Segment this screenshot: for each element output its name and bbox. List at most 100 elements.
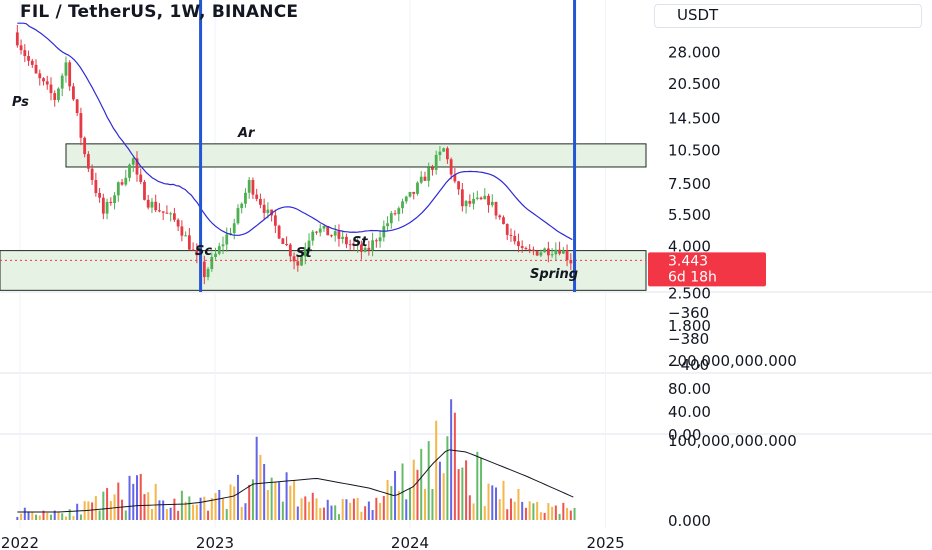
volume-bar <box>495 487 498 520</box>
volume-bar <box>158 500 161 520</box>
candle-body <box>210 256 214 269</box>
candle-body <box>75 99 79 114</box>
candle-body <box>169 213 173 215</box>
volume-bar <box>64 516 67 520</box>
candle-body <box>333 231 337 236</box>
candle-body <box>214 253 217 257</box>
candle-body <box>404 196 408 202</box>
volume-bar <box>177 510 180 520</box>
candle-body <box>453 174 457 182</box>
volume-bar <box>337 514 340 520</box>
candle-body <box>150 201 154 208</box>
candle-body <box>53 93 57 100</box>
candle-body <box>565 250 569 261</box>
volume-bar <box>38 515 41 520</box>
candle-body <box>487 195 490 206</box>
volume-bar <box>304 496 307 520</box>
candle-body <box>401 201 404 209</box>
volume-bar <box>57 511 60 520</box>
candle-body <box>101 197 105 214</box>
candle-body <box>490 201 494 206</box>
volume-bar <box>98 510 101 520</box>
volume-bar <box>308 501 311 520</box>
time-axis-label: 2025 <box>586 534 624 550</box>
candle-body <box>266 209 270 213</box>
candle-body <box>307 240 311 250</box>
oscillator-axis-label: −380 <box>668 330 709 348</box>
volume-bar <box>281 501 284 520</box>
candle-body <box>195 250 199 256</box>
candle-body <box>146 199 150 208</box>
annotation-label: Sc <box>195 244 212 259</box>
candle-body <box>116 182 120 196</box>
volume-bar <box>326 499 329 520</box>
volume-bar <box>94 496 97 520</box>
volume-bar <box>113 494 116 520</box>
price-axis-label: 10.500 <box>668 141 721 159</box>
candle-body <box>311 231 315 241</box>
volume-bar <box>431 489 434 520</box>
volume-bar <box>349 502 352 520</box>
volume-bar <box>23 507 26 520</box>
volume-bar <box>136 475 138 520</box>
candle-body <box>535 251 539 256</box>
volume-bar <box>438 461 441 520</box>
candle-body <box>528 249 532 251</box>
volume-bar <box>423 488 426 520</box>
volume-bar <box>405 499 408 520</box>
candle-body <box>86 154 90 169</box>
candle-body <box>135 158 139 175</box>
candle-body <box>363 247 367 252</box>
candle-body <box>408 191 412 197</box>
volume-bar <box>31 511 34 520</box>
candle-body <box>345 236 348 245</box>
candle-body <box>191 249 195 251</box>
candle-body <box>300 256 303 266</box>
candle-body <box>498 215 502 218</box>
candle-body <box>509 234 513 236</box>
candle-body <box>180 226 184 236</box>
volume-bar <box>121 499 124 520</box>
volume-bar <box>322 507 325 520</box>
candle-body <box>221 244 225 247</box>
candle-body <box>367 247 371 250</box>
volume-bar <box>188 496 191 520</box>
volume-bar <box>225 508 228 520</box>
candle-body <box>352 244 356 246</box>
volume-bar <box>487 483 490 520</box>
candle-body <box>124 177 128 185</box>
candle-body <box>109 201 113 204</box>
volume-bar <box>236 474 239 520</box>
volume-bar <box>450 399 453 520</box>
candle-body <box>464 200 468 207</box>
candle-body <box>176 219 180 227</box>
price-axis-label: 14.500 <box>668 109 721 127</box>
volume-bar <box>524 507 527 520</box>
volume-bar <box>453 412 456 520</box>
volume-bar <box>558 513 561 520</box>
volume-bar <box>251 479 254 520</box>
candle-body <box>232 223 236 234</box>
volume-bar <box>528 501 531 520</box>
candle-body <box>475 197 479 199</box>
volume-bar <box>461 467 464 520</box>
currency-selector[interactable]: USDT <box>654 4 922 28</box>
candle-body <box>348 244 352 246</box>
volume-bar <box>46 512 49 520</box>
volume-bar <box>319 508 322 520</box>
candle-body <box>296 261 300 266</box>
oscillator-axis-label: −400 <box>668 356 709 374</box>
candle-body <box>34 64 38 74</box>
volume-bar <box>547 503 550 520</box>
candle-body <box>60 75 64 89</box>
candle-body <box>337 231 341 239</box>
candle-body <box>206 268 210 278</box>
volume-bar <box>195 504 198 520</box>
volume-bar <box>117 482 120 520</box>
candle-body <box>479 197 483 200</box>
candle-body <box>165 212 169 214</box>
volume-bar <box>244 503 247 520</box>
volume-bar <box>42 510 45 520</box>
volume-bar <box>420 448 423 520</box>
